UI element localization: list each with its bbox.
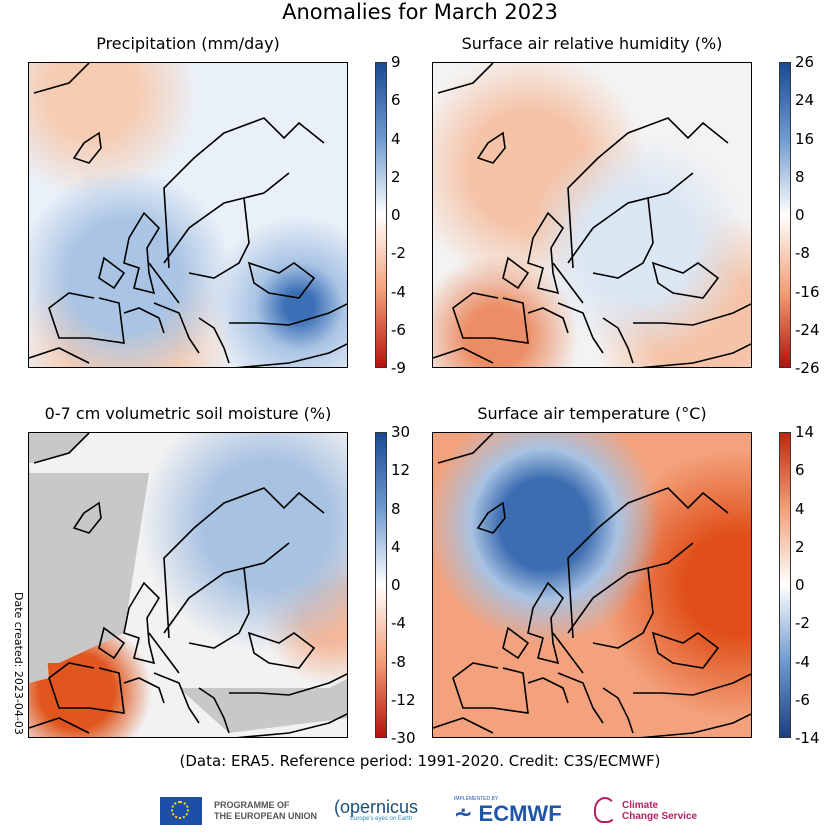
eu-flag-logo xyxy=(160,797,202,825)
colorbar-tick-label: 4 xyxy=(795,499,805,518)
colorbar-tick-label: -14 xyxy=(795,729,820,747)
soil-moisture-map xyxy=(28,432,348,738)
panel-title-humidity: Surface air relative humidity (%) xyxy=(461,34,723,53)
humidity-colorbar xyxy=(779,62,791,368)
colorbar-tick-label: 2 xyxy=(795,537,805,556)
colorbar-tick-label: 6 xyxy=(391,91,401,110)
copernicus-tagline: Europe's eyes on Earth xyxy=(350,816,413,822)
colorbar-tick-label: 6 xyxy=(795,461,805,480)
ecmwf-logo: IMPLEMENTED BY ⩪ ECMWF xyxy=(454,796,562,826)
panel-title-precipitation: Precipitation (mm/day) xyxy=(96,34,280,53)
eu-stars-icon xyxy=(171,801,189,819)
sea-mask xyxy=(29,433,347,733)
humidity-map xyxy=(432,62,752,368)
colorbar-tick-label: -4 xyxy=(795,652,810,671)
colorbar-tick-label: -24 xyxy=(795,320,820,339)
colorbar-tick-label: 0 xyxy=(391,206,401,224)
ecmwf-tagline: IMPLEMENTED BY xyxy=(454,796,499,802)
colorbar-tick-label: -9 xyxy=(391,359,406,377)
eu-line1: PROGRAMME OF xyxy=(214,800,290,810)
colorbar-tick-label: -26 xyxy=(795,359,820,377)
colorbar-tick-label: 0 xyxy=(795,576,805,594)
coastline-overlay xyxy=(29,63,347,367)
colorbar-tick-label: -2 xyxy=(391,244,406,263)
coastline xyxy=(29,433,347,737)
copernicus-text: opernicus xyxy=(340,797,419,817)
colorbar-tick-label: -8 xyxy=(795,244,810,263)
colorbar-tick-label: 24 xyxy=(795,91,815,110)
temperature-map xyxy=(432,432,752,738)
colorbar-tick-label: -16 xyxy=(795,282,820,301)
panel-title-soil-moisture: 0-7 cm volumetric soil moisture (%) xyxy=(44,404,332,423)
c3s-line1: Climate xyxy=(622,800,659,811)
colorbar-tick-label: 9 xyxy=(391,53,401,71)
c3s-line2: Change Service xyxy=(622,811,698,822)
coastline xyxy=(433,63,751,367)
coastline xyxy=(29,63,347,367)
coastline-overlay xyxy=(433,433,751,737)
soil-moisture-colorbar xyxy=(375,432,387,738)
colorbar-tick-label: 16 xyxy=(795,129,815,148)
colorbar-tick-label: 12 xyxy=(391,461,411,480)
colorbar-tick-label: -2 xyxy=(795,614,810,633)
date-created: Date created: 2023-04-03 xyxy=(12,592,25,735)
coastline xyxy=(433,433,751,737)
eu-programme-text: PROGRAMME OF THE EUROPEAN UNION xyxy=(214,800,317,822)
precipitation-colorbar xyxy=(375,62,387,368)
colorbar-tick-label: 14 xyxy=(795,423,815,441)
temperature-colorbar xyxy=(779,432,791,738)
data-credit: (Data: ERA5. Reference period: 1991-2020… xyxy=(179,752,661,770)
colorbar-tick-label: 2 xyxy=(391,167,401,186)
colorbar-tick-label: -12 xyxy=(391,690,416,709)
colorbar-tick-label: 0 xyxy=(391,576,401,594)
panel-title-temperature: Surface air temperature (°C) xyxy=(477,404,707,423)
colorbar-tick-label: -8 xyxy=(391,652,406,671)
copernicus-logo: (opernicus Europe's eyes on Earth xyxy=(334,797,419,822)
c3s-logo: Climate Change Service xyxy=(622,800,697,822)
colorbar-tick-label: 0 xyxy=(795,206,805,224)
figure-title: Anomalies for March 2023 xyxy=(282,0,558,24)
colorbar-tick-label: 30 xyxy=(391,423,411,441)
colorbar-tick-label: 8 xyxy=(391,499,401,518)
eu-line2: THE EUROPEAN UNION xyxy=(214,811,318,821)
colorbar-tick-label: -6 xyxy=(795,690,810,709)
colorbar-tick-label: -6 xyxy=(391,320,406,339)
colorbar-tick-label: 8 xyxy=(795,167,805,186)
coastline-overlay xyxy=(29,433,347,737)
colorbar-tick-label: 26 xyxy=(795,53,815,71)
colorbar-tick-label: 4 xyxy=(391,537,401,556)
colorbar-tick-label: -30 xyxy=(391,729,416,747)
colorbar-tick-label: 4 xyxy=(391,129,401,148)
thermometer-icon xyxy=(594,797,616,823)
colorbar-tick-label: -4 xyxy=(391,282,406,301)
ecmwf-text: ECMWF xyxy=(478,801,562,826)
precipitation-map xyxy=(28,62,348,368)
coastline-overlay xyxy=(433,63,751,367)
colorbar-tick-label: -4 xyxy=(391,614,406,633)
